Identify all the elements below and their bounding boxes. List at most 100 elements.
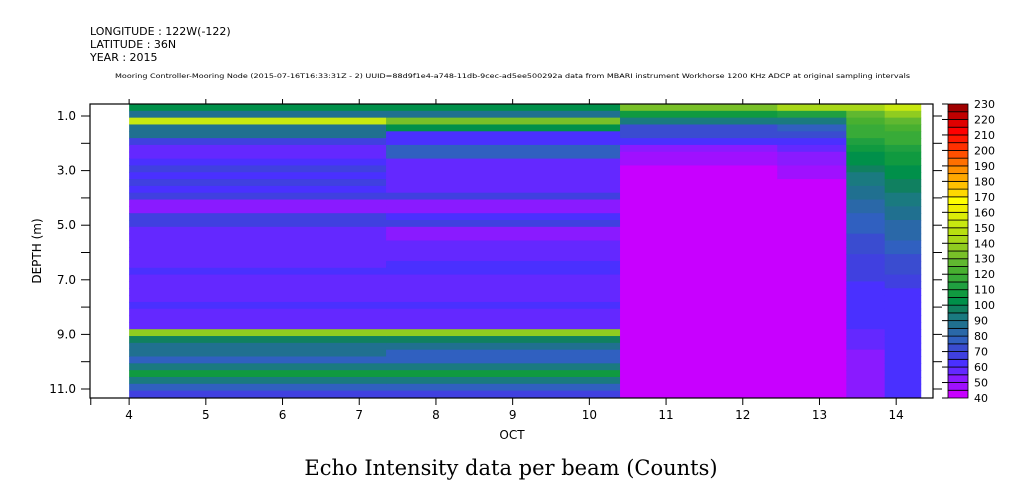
heatmap-cell <box>777 240 847 248</box>
heatmap-cell <box>777 281 847 289</box>
heatmap-cell <box>884 363 922 371</box>
heatmap-cell <box>620 179 778 187</box>
heatmap-cell <box>129 179 387 187</box>
heatmap-cell <box>129 267 387 276</box>
heatmap-cell <box>129 274 387 282</box>
heatmap-cell <box>777 295 847 303</box>
heatmap-cell <box>620 356 778 364</box>
heatmap-cell <box>386 199 621 207</box>
heatmap-cell <box>386 383 621 392</box>
colorbar-swatch <box>947 111 969 120</box>
heatmap-cell <box>884 131 922 139</box>
heatmap-cell <box>777 267 847 276</box>
colorbar-swatch <box>947 180 969 190</box>
heatmap-cell <box>386 124 621 132</box>
heatmap-cell <box>620 158 778 166</box>
heatmap-cell <box>777 363 847 371</box>
heatmap-cell <box>386 220 621 228</box>
heatmap-cell <box>129 254 387 262</box>
heatmap-cell <box>129 247 387 255</box>
heatmap-cell <box>777 138 847 146</box>
heatmap-cell <box>129 376 387 385</box>
heatmap-cell <box>846 151 886 160</box>
heatmap-cell <box>620 315 778 323</box>
heatmap-cell <box>846 199 886 207</box>
heatmap-cell <box>884 110 922 119</box>
heatmap-cell <box>129 213 387 221</box>
colorbar-swatch <box>947 382 969 391</box>
colorbar-swatch <box>947 335 969 345</box>
heatmap-cell <box>129 151 387 160</box>
heatmap-cell <box>620 240 778 248</box>
heatmap-cell <box>777 213 847 221</box>
x-tick-label: 11 <box>658 408 673 422</box>
colorbar-label: 70 <box>974 346 988 359</box>
heatmap-cell <box>846 192 886 201</box>
heatmap-cell <box>129 131 387 139</box>
colorbar-swatch <box>947 119 969 128</box>
heatmap-cell <box>386 104 621 112</box>
heatmap-cell <box>777 383 847 392</box>
colorbar-label: 40 <box>974 392 988 405</box>
x-tick-label: 14 <box>889 408 904 422</box>
heatmap-cell <box>620 226 778 235</box>
x-tick-label: 4 <box>125 408 133 422</box>
heatmap-cell <box>884 260 922 269</box>
heatmap-cell <box>777 301 847 310</box>
heatmap-cell <box>884 322 922 330</box>
colorbar-swatch <box>947 227 969 236</box>
heatmap-cell <box>884 376 922 385</box>
heatmap-cell <box>777 370 847 378</box>
heatmap-cell <box>620 165 778 173</box>
heatmap-cell <box>129 363 387 371</box>
heatmap-cell <box>129 124 387 132</box>
colorbar-label: 100 <box>974 299 995 312</box>
colorbar-swatch <box>947 211 969 221</box>
heatmap-cell <box>846 363 886 371</box>
heatmap-cell <box>620 124 778 132</box>
heatmap-cell <box>884 370 922 378</box>
colorbar-label: 150 <box>974 222 995 235</box>
heatmap-cell <box>846 281 886 289</box>
heatmap-cell <box>777 144 847 153</box>
axes: 4 5 6 7 8 9 10 11 12 13 14 1.0 3.0 5.0 7.0 9.0 11.0 <box>49 99 942 422</box>
colorbar-label: 200 <box>974 144 995 157</box>
heatmap-cell <box>777 390 847 398</box>
heatmap-cell <box>620 247 778 255</box>
heatmap-cell <box>620 220 778 228</box>
heatmap-cell <box>129 301 387 310</box>
heatmap-cell <box>386 295 621 303</box>
heatmap-cell <box>884 124 922 132</box>
colorbar-swatch <box>947 289 969 298</box>
heatmap-cell <box>620 376 778 385</box>
heatmap-cell <box>884 336 922 344</box>
colorbar-label: 160 <box>974 206 995 219</box>
heatmap-cell <box>386 308 621 317</box>
heatmap-cell <box>884 138 922 146</box>
heatmap-cell <box>777 158 847 166</box>
heatmap-cell <box>386 206 621 214</box>
heatmap-cell <box>386 390 621 398</box>
heatmap-cell <box>777 376 847 385</box>
heatmap-cell <box>620 172 778 180</box>
heatmap-cell <box>884 158 922 166</box>
heatmap-cell <box>129 144 387 153</box>
colorbar-swatch <box>947 219 969 229</box>
heatmap-cell <box>386 158 621 166</box>
heatmap-cell <box>386 144 621 153</box>
heatmap-cell <box>884 185 922 194</box>
heatmap-cell <box>386 301 621 310</box>
x-tick-label: 10 <box>582 408 597 422</box>
heatmap-cell <box>884 349 922 358</box>
heatmap-cell <box>846 356 886 364</box>
heatmap-cell <box>846 336 886 344</box>
heatmap-cell <box>386 370 621 378</box>
colorbar-swatch <box>947 157 969 167</box>
heatmap-cell <box>386 349 621 358</box>
colorbar-swatch <box>947 374 969 383</box>
heatmap-cell <box>846 158 886 166</box>
heatmap-cell <box>620 390 778 398</box>
y-tick-label: 1.0 <box>57 109 76 123</box>
colorbar-swatch <box>947 204 969 213</box>
